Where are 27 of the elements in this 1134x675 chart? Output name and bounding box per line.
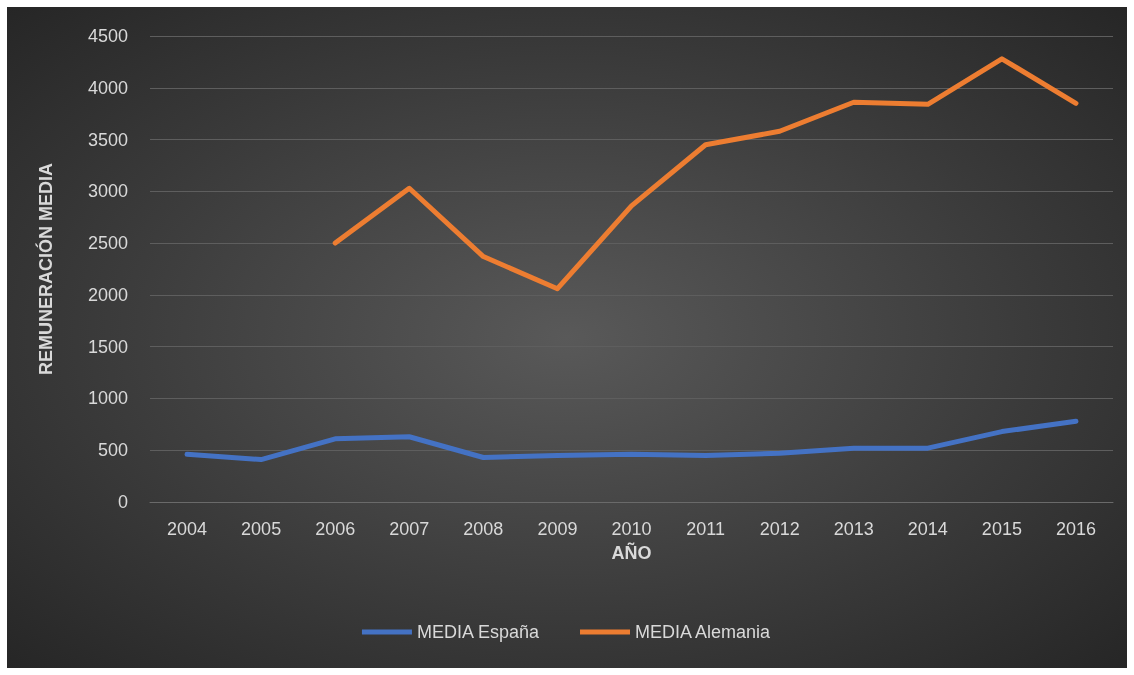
x-tick-label: 2004	[167, 519, 208, 539]
x-tick-label: 2016	[1055, 519, 1096, 539]
y-tick-label: 4000	[87, 77, 128, 98]
x-tick-label: 2006	[315, 519, 356, 539]
legend-label: MEDIA España	[416, 622, 540, 642]
y-axis-title: REMUNERACIÓN MEDIA	[35, 162, 56, 376]
y-tick-label: 500	[97, 440, 128, 461]
y-tick-label: 2000	[87, 284, 128, 305]
y-tick-label: 4500	[87, 26, 128, 46]
x-tick-label: 2013	[833, 519, 874, 539]
x-tick-label: 2007	[389, 519, 430, 539]
y-tick-label: 3000	[87, 181, 128, 202]
x-tick-label: 2012	[759, 519, 800, 539]
y-tick-label: 0	[117, 492, 128, 512]
x-tick-label: 2015	[981, 519, 1022, 539]
x-tick-label: 2009	[537, 519, 578, 539]
x-tick-label: 2008	[463, 519, 504, 539]
y-tick-label: 1000	[87, 388, 128, 409]
y-tick-label: 1500	[87, 336, 128, 357]
x-tick-label: 2005	[241, 519, 282, 539]
x-tick-label: 2011	[686, 519, 725, 539]
y-tick-label: 3500	[87, 129, 128, 150]
x-axis-title: AÑO	[611, 542, 652, 563]
x-tick-label: 2014	[907, 519, 948, 539]
legend-label: MEDIA Alemania	[635, 622, 772, 642]
x-tick-label: 2010	[611, 519, 652, 539]
y-tick-label: 2500	[87, 233, 128, 254]
